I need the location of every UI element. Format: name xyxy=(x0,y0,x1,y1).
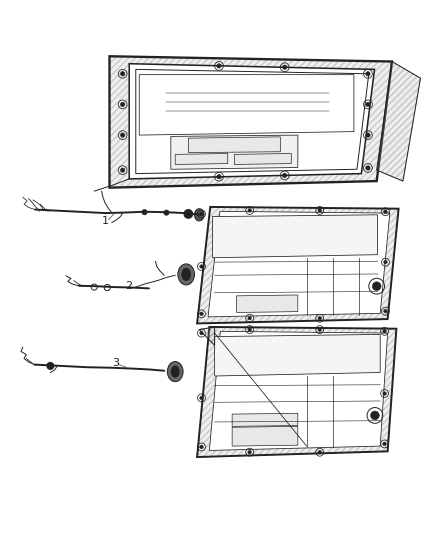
Circle shape xyxy=(200,396,203,400)
Ellipse shape xyxy=(194,209,204,221)
Circle shape xyxy=(200,212,203,216)
Circle shape xyxy=(120,71,125,76)
Circle shape xyxy=(318,209,321,212)
Circle shape xyxy=(318,317,321,320)
Circle shape xyxy=(283,173,287,177)
Circle shape xyxy=(366,166,370,170)
Polygon shape xyxy=(208,211,390,317)
Circle shape xyxy=(366,102,370,107)
Circle shape xyxy=(248,209,251,212)
Polygon shape xyxy=(234,154,291,165)
Ellipse shape xyxy=(181,268,191,281)
Polygon shape xyxy=(197,207,399,324)
Circle shape xyxy=(283,65,287,69)
Polygon shape xyxy=(175,154,228,165)
Polygon shape xyxy=(197,327,396,457)
Circle shape xyxy=(248,450,251,454)
Circle shape xyxy=(366,133,370,138)
Circle shape xyxy=(120,102,125,107)
Polygon shape xyxy=(377,61,420,181)
Polygon shape xyxy=(188,137,280,152)
Circle shape xyxy=(383,392,386,395)
Circle shape xyxy=(383,442,386,446)
Circle shape xyxy=(47,362,54,369)
Text: 3: 3 xyxy=(113,358,120,368)
Circle shape xyxy=(372,282,381,290)
Circle shape xyxy=(384,260,387,264)
Polygon shape xyxy=(171,135,298,169)
Ellipse shape xyxy=(171,366,180,378)
Circle shape xyxy=(384,310,387,313)
Circle shape xyxy=(184,209,193,219)
Circle shape xyxy=(164,210,169,215)
Circle shape xyxy=(366,71,370,76)
Polygon shape xyxy=(110,56,392,188)
Polygon shape xyxy=(129,64,374,179)
Circle shape xyxy=(383,329,386,333)
Text: 1: 1 xyxy=(102,215,109,225)
Polygon shape xyxy=(237,295,298,312)
Ellipse shape xyxy=(178,264,194,285)
Circle shape xyxy=(200,445,203,449)
Circle shape xyxy=(120,168,125,172)
Circle shape xyxy=(217,64,221,68)
Circle shape xyxy=(120,133,125,138)
Circle shape xyxy=(384,210,387,214)
Polygon shape xyxy=(209,332,388,450)
Polygon shape xyxy=(212,215,378,258)
Circle shape xyxy=(200,332,203,335)
Ellipse shape xyxy=(167,361,183,382)
Circle shape xyxy=(248,317,251,320)
Polygon shape xyxy=(215,334,380,376)
Circle shape xyxy=(371,411,379,420)
Circle shape xyxy=(200,312,203,316)
Circle shape xyxy=(142,209,147,215)
Polygon shape xyxy=(232,413,298,426)
Polygon shape xyxy=(199,327,215,345)
Circle shape xyxy=(200,265,203,268)
Circle shape xyxy=(318,450,321,454)
Circle shape xyxy=(248,328,251,332)
Text: 2: 2 xyxy=(125,281,132,291)
Circle shape xyxy=(217,174,221,179)
Polygon shape xyxy=(232,426,298,446)
Circle shape xyxy=(318,328,321,332)
